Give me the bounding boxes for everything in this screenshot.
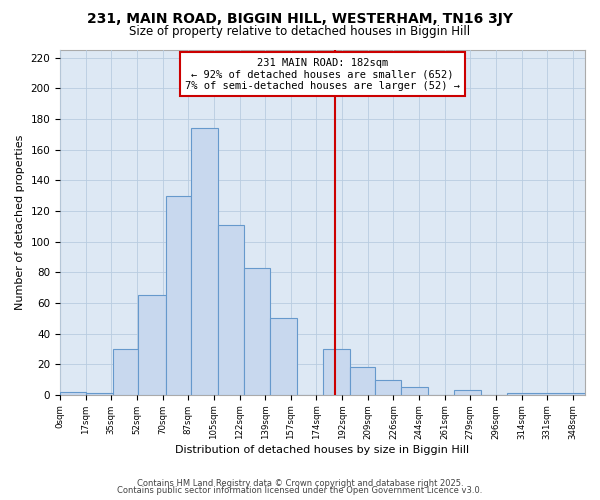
Bar [60, 392, 86, 395]
Text: Contains HM Land Registry data © Crown copyright and database right 2025.: Contains HM Land Registry data © Crown c… [137, 478, 463, 488]
Text: 231, MAIN ROAD, BIGGIN HILL, WESTERHAM, TN16 3JY: 231, MAIN ROAD, BIGGIN HILL, WESTERHAM, … [87, 12, 513, 26]
X-axis label: Distribution of detached houses by size in Biggin Hill: Distribution of detached houses by size … [175, 445, 470, 455]
Bar [454, 390, 481, 395]
Bar [376, 380, 401, 395]
Bar [270, 318, 297, 395]
Bar [218, 224, 244, 395]
Bar [401, 387, 428, 395]
Y-axis label: Number of detached properties: Number of detached properties [15, 134, 25, 310]
Bar [350, 368, 376, 395]
Bar [166, 196, 191, 395]
Bar [323, 349, 350, 395]
Bar [86, 394, 113, 395]
Bar [113, 349, 139, 395]
Bar [244, 268, 270, 395]
Bar [139, 295, 166, 395]
Text: Contains public sector information licensed under the Open Government Licence v3: Contains public sector information licen… [118, 486, 482, 495]
Bar [506, 394, 585, 395]
Text: 231 MAIN ROAD: 182sqm
← 92% of detached houses are smaller (652)
7% of semi-deta: 231 MAIN ROAD: 182sqm ← 92% of detached … [185, 58, 460, 91]
Bar [191, 128, 218, 395]
Text: Size of property relative to detached houses in Biggin Hill: Size of property relative to detached ho… [130, 25, 470, 38]
